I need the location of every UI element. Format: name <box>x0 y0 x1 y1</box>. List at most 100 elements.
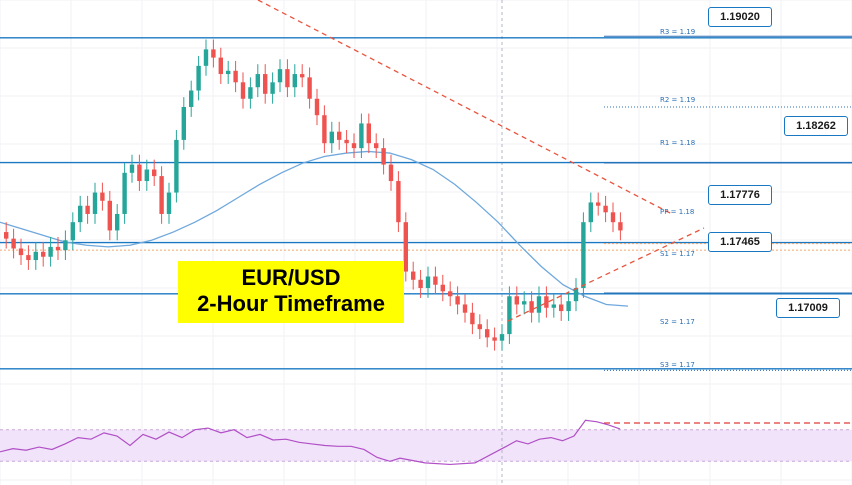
candle-body <box>240 82 246 99</box>
candle-body <box>277 69 283 83</box>
candle-body <box>551 304 556 308</box>
candle-body <box>85 205 90 214</box>
rsi-line <box>0 419 621 466</box>
candle-body <box>507 296 512 335</box>
candle-body <box>137 164 142 182</box>
pivot-label-s2: S2 = 1.17 <box>660 318 695 326</box>
candle-body <box>588 202 593 223</box>
candle-body <box>337 131 342 140</box>
candle-body <box>218 57 223 75</box>
candle-body <box>403 222 408 272</box>
pivot-label-s1: S1 = 1.17 <box>660 250 695 258</box>
candle-body <box>566 301 571 312</box>
candle-body <box>573 288 579 302</box>
descending-trend-line <box>257 0 673 215</box>
candle-body <box>144 169 149 182</box>
candle-body <box>189 90 194 107</box>
candle-body <box>470 312 475 325</box>
candle-body <box>596 202 601 206</box>
candle-body <box>33 251 38 261</box>
candle-body <box>388 164 394 182</box>
candle-body <box>55 246 61 251</box>
price-tag: 1.18262 <box>784 116 848 136</box>
candle-body <box>4 232 9 239</box>
candle-body <box>122 172 127 214</box>
candle-body <box>11 238 16 249</box>
candle-body <box>351 143 357 149</box>
candle-body <box>70 222 75 241</box>
pivot-label-r2: R2 = 1.19 <box>660 96 696 104</box>
candle-body <box>359 123 364 149</box>
candle-body <box>255 74 260 88</box>
candle-body <box>115 213 120 231</box>
price-tag: 1.17465 <box>708 232 772 252</box>
price-tag: 1.17776 <box>708 185 772 205</box>
candle-body <box>41 251 46 257</box>
candle-body <box>285 69 290 88</box>
candle-body <box>63 240 68 251</box>
candle-body <box>78 205 83 223</box>
candle-body <box>522 301 527 305</box>
moving-average-line <box>0 150 629 307</box>
candle-body <box>396 181 401 223</box>
candle-body <box>610 212 616 223</box>
candle-body <box>166 192 172 214</box>
candle-body <box>26 255 31 261</box>
candle-body <box>307 77 312 99</box>
candle-body <box>425 276 431 289</box>
pivot-label-pp: PP = 1.18 <box>660 208 695 216</box>
candle-body <box>300 74 305 78</box>
candle-body <box>618 222 623 231</box>
candle-body <box>226 70 231 75</box>
candle-body <box>196 65 201 91</box>
rsi-band <box>0 429 852 462</box>
candle-body <box>411 271 416 280</box>
candle-body <box>248 87 253 99</box>
candle-body <box>270 82 275 94</box>
candle-body <box>107 200 112 231</box>
candle-body <box>477 324 482 330</box>
candle-body <box>211 49 216 58</box>
candle-body <box>448 291 453 297</box>
candle-body <box>322 115 327 144</box>
candle-body <box>292 74 297 88</box>
candle-body <box>174 139 179 193</box>
candle-body <box>381 148 386 165</box>
price-tag: 1.19020 <box>708 7 772 27</box>
candle-body <box>329 131 334 144</box>
candle-body <box>233 70 238 83</box>
candle-body <box>129 164 135 173</box>
candle-body <box>159 176 164 214</box>
candle-body <box>418 279 423 289</box>
candle-body <box>603 205 608 213</box>
candle-body <box>152 169 157 177</box>
candle-body <box>499 334 505 341</box>
candle-body <box>366 123 371 144</box>
candle-body <box>492 337 497 341</box>
candle-body <box>344 139 349 144</box>
candle-body <box>455 296 460 305</box>
candle-body <box>100 192 105 201</box>
candle-body <box>581 222 586 289</box>
candle-body <box>529 301 534 313</box>
candle-body <box>92 192 98 214</box>
candle-body <box>544 296 549 308</box>
price-tag: 1.17009 <box>776 298 840 318</box>
candle-body <box>314 98 320 116</box>
ascending-trend-line <box>507 227 705 322</box>
candle-body <box>462 304 468 313</box>
chart-title-box: EUR/USD 2-Hour Timeframe <box>178 261 404 323</box>
candle-body <box>433 276 438 285</box>
candle-body <box>18 248 24 256</box>
candle-body <box>263 74 268 94</box>
candle-body <box>559 304 564 312</box>
candle-body <box>485 329 490 338</box>
pivot-label-r3: R3 = 1.19 <box>660 28 696 36</box>
candle-body <box>374 143 379 149</box>
candle-body <box>181 106 186 140</box>
candle-body <box>440 284 445 292</box>
candle-body <box>48 246 53 257</box>
pivot-label-s3: S3 = 1.17 <box>660 361 695 369</box>
